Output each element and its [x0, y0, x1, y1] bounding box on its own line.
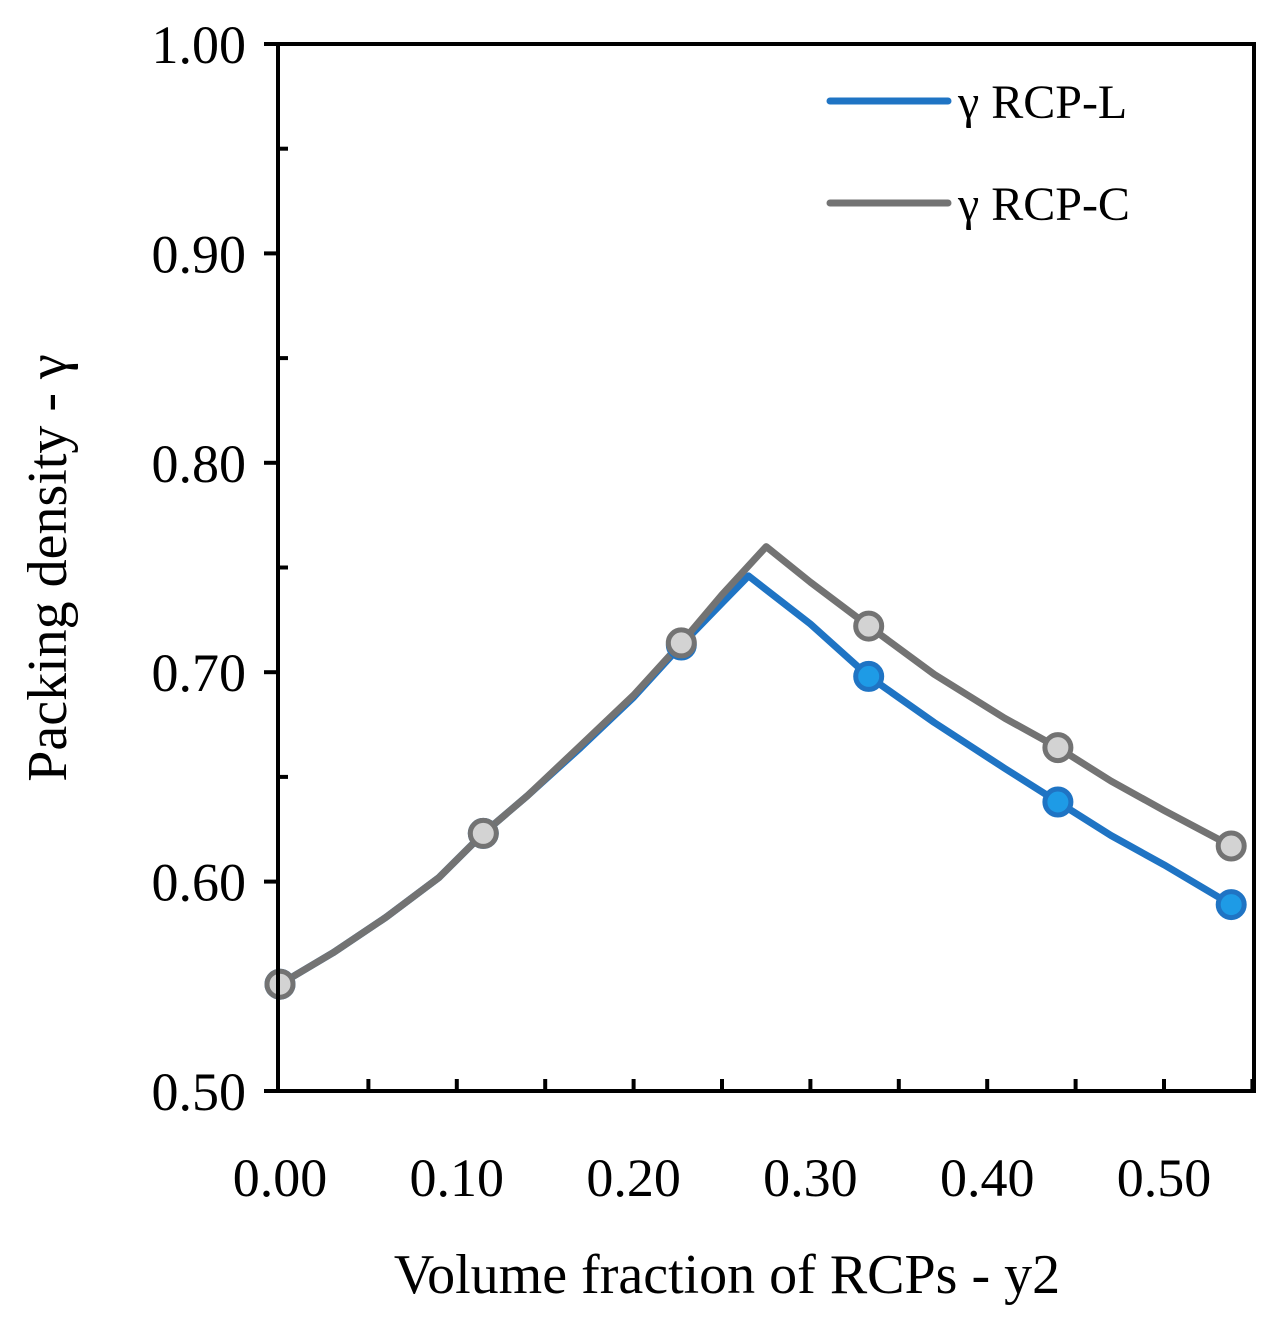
plot-area-frame — [276, 42, 1256, 1093]
x-tick-label: 0.40 — [940, 1148, 1035, 1208]
y-tick-label: 0.80 — [152, 434, 247, 494]
y-axis-title: Packing density - γ — [17, 354, 79, 782]
legend-label-rcp-c: γ RCP-C — [957, 178, 1130, 231]
data-point-rcp-c — [665, 627, 697, 659]
x-tick-label: 0.00 — [233, 1148, 328, 1208]
data-point-rcp-c — [467, 817, 499, 849]
y-tick-label: 0.50 — [152, 1062, 247, 1122]
x-axis-title: Volume fraction of RCPs - y2 — [394, 1244, 1060, 1306]
legend-label-rcp-l: γ RCP-L — [957, 76, 1127, 129]
series-line-rcp-l — [276, 572, 1235, 988]
legend: γ RCP-L γ RCP-C — [826, 76, 1130, 231]
data-point-rcp-c — [1042, 732, 1074, 764]
x-axis: 0.00 0.10 0.20 0.30 0.40 0.50 — [233, 1079, 1255, 1208]
series-line-rcp-c — [276, 543, 1235, 988]
y-tick-label: 0.90 — [152, 224, 247, 284]
data-point-rcp-l — [853, 660, 885, 692]
x-tick-label: 0.30 — [763, 1148, 858, 1208]
x-tick-label: 0.50 — [1117, 1148, 1212, 1208]
x-tick-label: 0.20 — [586, 1148, 681, 1208]
plot-series — [264, 543, 1247, 1000]
data-point-rcp-c — [853, 610, 885, 642]
y-tick-label: 0.70 — [152, 643, 247, 703]
y-tick-label: 1.00 — [152, 15, 247, 75]
y-axis: 0.50 0.60 0.70 0.80 0.90 1.00 — [152, 15, 288, 1122]
data-point-rcp-c — [1215, 830, 1247, 862]
x-tick-label: 0.10 — [410, 1148, 505, 1208]
data-point-rcp-l — [1215, 889, 1247, 921]
data-point-rcp-l — [1042, 786, 1074, 818]
y-tick-label: 0.60 — [152, 853, 247, 913]
